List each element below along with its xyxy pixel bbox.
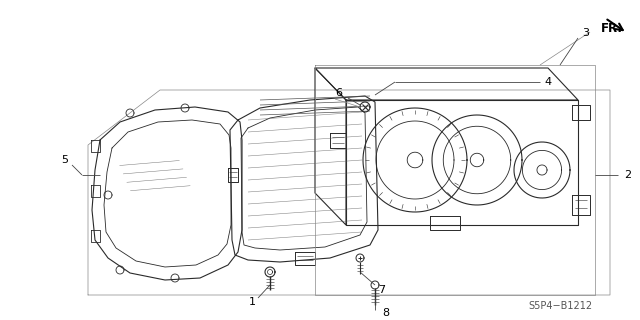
Text: 1: 1 (248, 297, 255, 307)
Text: 5: 5 (61, 155, 68, 165)
Text: 4: 4 (544, 77, 551, 87)
Text: 7: 7 (378, 285, 385, 295)
Text: 3: 3 (582, 28, 589, 38)
Text: 2: 2 (624, 170, 631, 180)
Text: 8: 8 (382, 308, 389, 318)
Text: S5P4−B1212: S5P4−B1212 (528, 301, 592, 311)
Text: FR.: FR. (601, 22, 623, 35)
Text: 6: 6 (335, 88, 342, 98)
